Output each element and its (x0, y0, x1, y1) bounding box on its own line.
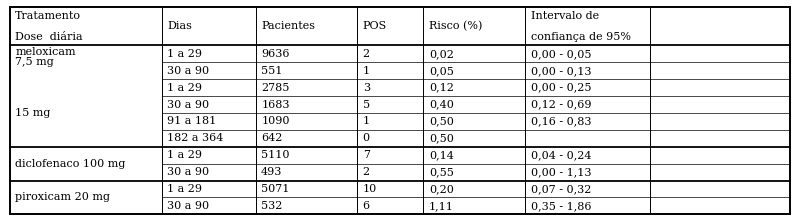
Text: 1 a 29: 1 a 29 (167, 49, 202, 59)
Text: 3: 3 (362, 83, 370, 93)
Text: 0: 0 (362, 133, 370, 143)
Text: 493: 493 (261, 167, 282, 177)
Text: diclofenaco 100 mg: diclofenaco 100 mg (15, 159, 126, 169)
Text: 0,00 - 1,13: 0,00 - 1,13 (530, 167, 591, 177)
Text: Pacientes: Pacientes (261, 21, 315, 31)
Text: 532: 532 (261, 201, 282, 211)
Text: 1: 1 (362, 116, 370, 126)
Text: 0,04 - 0,24: 0,04 - 0,24 (530, 150, 591, 160)
Text: Dias: Dias (167, 21, 192, 31)
Text: 1 a 29: 1 a 29 (167, 184, 202, 194)
Text: 0,35 - 1,86: 0,35 - 1,86 (530, 201, 591, 211)
Text: 0,16 - 0,83: 0,16 - 0,83 (530, 116, 591, 126)
Text: 1 a 29: 1 a 29 (167, 150, 202, 160)
Text: piroxicam 20 mg: piroxicam 20 mg (15, 192, 110, 202)
Text: 5071: 5071 (261, 184, 290, 194)
Text: 9636: 9636 (261, 49, 290, 59)
Text: 0,12: 0,12 (429, 83, 454, 93)
Text: 1 a 29: 1 a 29 (167, 83, 202, 93)
Text: 0,40: 0,40 (429, 100, 454, 110)
Text: 15 mg: 15 mg (15, 108, 50, 118)
Text: 30 a 90: 30 a 90 (167, 167, 210, 177)
Text: 0,50: 0,50 (429, 116, 454, 126)
Text: Dose  diária: Dose diária (15, 32, 83, 42)
Text: 91 a 181: 91 a 181 (167, 116, 217, 126)
Text: 6: 6 (362, 201, 370, 211)
Text: 7,5 mg: 7,5 mg (15, 57, 54, 67)
Text: 0,00 - 0,25: 0,00 - 0,25 (530, 83, 591, 93)
Text: 1: 1 (362, 66, 370, 76)
Text: meloxicam: meloxicam (15, 47, 76, 57)
Text: 1,11: 1,11 (429, 201, 454, 211)
Text: Tratamento: Tratamento (15, 11, 82, 21)
Text: 1090: 1090 (261, 116, 290, 126)
Text: 0,55: 0,55 (429, 167, 454, 177)
Text: 0,50: 0,50 (429, 133, 454, 143)
Text: 0,12 - 0,69: 0,12 - 0,69 (530, 100, 591, 110)
Text: 30 a 90: 30 a 90 (167, 100, 210, 110)
Text: 0,14: 0,14 (429, 150, 454, 160)
Text: 0,02: 0,02 (429, 49, 454, 59)
Text: 551: 551 (261, 66, 282, 76)
Text: confiança de 95%: confiança de 95% (530, 32, 630, 42)
Text: Risco (%): Risco (%) (429, 21, 482, 31)
Text: 30 a 90: 30 a 90 (167, 201, 210, 211)
Text: 10: 10 (362, 184, 377, 194)
Text: 0,07 - 0,32: 0,07 - 0,32 (530, 184, 591, 194)
Text: 5110: 5110 (261, 150, 290, 160)
Text: 1683: 1683 (261, 100, 290, 110)
Text: 2785: 2785 (261, 83, 290, 93)
Text: POS: POS (362, 21, 387, 31)
Text: 30 a 90: 30 a 90 (167, 66, 210, 76)
Text: 182 a 364: 182 a 364 (167, 133, 224, 143)
Text: 0,20: 0,20 (429, 184, 454, 194)
Text: 0,05: 0,05 (429, 66, 454, 76)
Text: Intervalo de: Intervalo de (530, 11, 598, 21)
Text: 5: 5 (362, 100, 370, 110)
Text: 7: 7 (362, 150, 370, 160)
Text: 642: 642 (261, 133, 282, 143)
Text: 2: 2 (362, 167, 370, 177)
Text: 0,00 - 0,13: 0,00 - 0,13 (530, 66, 591, 76)
Text: 2: 2 (362, 49, 370, 59)
Text: 0,00 - 0,05: 0,00 - 0,05 (530, 49, 591, 59)
